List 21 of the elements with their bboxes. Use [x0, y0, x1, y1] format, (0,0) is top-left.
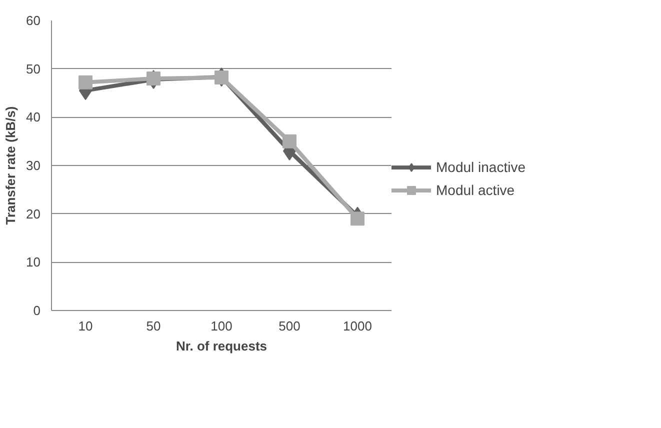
y-tick-label: 0	[33, 303, 41, 318]
y-axis-title: Transfer rate (kB/s)	[3, 106, 18, 225]
x-tick-label: 100	[210, 318, 232, 334]
y-tick-label: 30	[26, 158, 41, 173]
x-tick-label: 50	[146, 318, 161, 334]
point	[350, 212, 364, 226]
y-tick-label: 20	[26, 206, 41, 222]
point	[146, 72, 160, 86]
point	[78, 75, 92, 90]
x-axis-title: Nr. of requests	[176, 338, 268, 354]
y-tick-label: 50	[26, 61, 41, 76]
legend-label: Modul inactive	[436, 159, 526, 175]
x-tick-label: 500	[278, 318, 300, 334]
x-tick-label: 10	[78, 318, 93, 334]
point	[282, 134, 296, 148]
y-tick-label: 60	[26, 13, 41, 28]
y-tick-label: 10	[26, 254, 41, 270]
x-tick-label: 1000	[343, 318, 372, 334]
point	[214, 70, 228, 85]
y-tick-label: 40	[26, 110, 41, 125]
legend-label: Modul active	[436, 182, 515, 198]
